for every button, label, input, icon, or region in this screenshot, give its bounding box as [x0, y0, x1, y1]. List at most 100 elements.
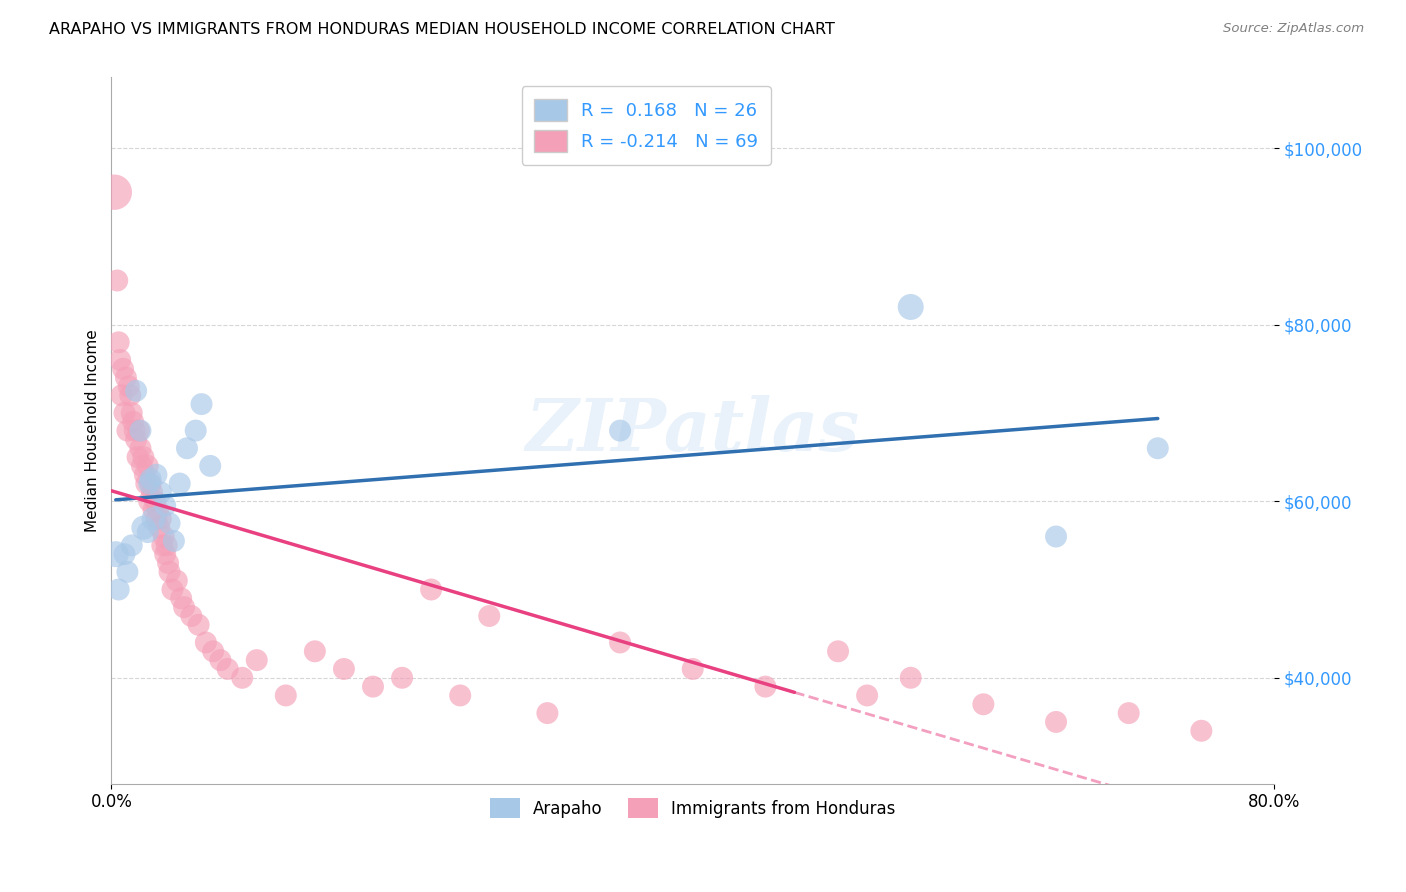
- Point: [246, 653, 269, 667]
- Point: [217, 662, 239, 676]
- Point: [157, 556, 180, 570]
- Point: [274, 689, 297, 703]
- Point: [159, 565, 181, 579]
- Point: [1118, 706, 1140, 720]
- Point: [141, 485, 163, 500]
- Point: [143, 494, 166, 508]
- Point: [129, 424, 152, 438]
- Text: ZIPatlas: ZIPatlas: [526, 395, 860, 467]
- Point: [209, 653, 232, 667]
- Point: [142, 512, 165, 526]
- Point: [1045, 714, 1067, 729]
- Point: [156, 538, 179, 552]
- Point: [104, 547, 127, 561]
- Point: [609, 424, 631, 438]
- Point: [184, 424, 207, 438]
- Point: [107, 582, 129, 597]
- Point: [115, 370, 138, 384]
- Text: ARAPAHO VS IMMIGRANTS FROM HONDURAS MEDIAN HOUSEHOLD INCOME CORRELATION CHART: ARAPAHO VS IMMIGRANTS FROM HONDURAS MEDI…: [49, 22, 835, 37]
- Point: [231, 671, 253, 685]
- Point: [1045, 529, 1067, 543]
- Point: [149, 512, 172, 526]
- Point: [127, 450, 149, 464]
- Point: [139, 472, 162, 486]
- Point: [117, 424, 139, 438]
- Point: [187, 617, 209, 632]
- Point: [117, 565, 139, 579]
- Point: [118, 379, 141, 393]
- Point: [146, 503, 169, 517]
- Point: [536, 706, 558, 720]
- Point: [972, 698, 994, 712]
- Point: [153, 499, 176, 513]
- Point: [449, 689, 471, 703]
- Point: [132, 450, 155, 464]
- Point: [391, 671, 413, 685]
- Point: [112, 361, 135, 376]
- Point: [1189, 723, 1212, 738]
- Point: [114, 406, 136, 420]
- Point: [153, 547, 176, 561]
- Y-axis label: Median Household Income: Median Household Income: [86, 329, 100, 532]
- Point: [142, 503, 165, 517]
- Point: [145, 512, 167, 526]
- Point: [121, 406, 143, 420]
- Point: [138, 494, 160, 508]
- Point: [122, 415, 145, 429]
- Point: [152, 529, 174, 543]
- Point: [131, 458, 153, 473]
- Point: [108, 353, 131, 368]
- Point: [114, 547, 136, 561]
- Point: [173, 600, 195, 615]
- Point: [754, 680, 776, 694]
- Point: [420, 582, 443, 597]
- Point: [190, 397, 212, 411]
- Legend: Arapaho, Immigrants from Honduras: Arapaho, Immigrants from Honduras: [484, 791, 903, 825]
- Point: [180, 609, 202, 624]
- Point: [170, 591, 193, 606]
- Point: [1146, 442, 1168, 456]
- Point: [478, 609, 501, 624]
- Point: [128, 424, 150, 438]
- Point: [145, 467, 167, 482]
- Point: [149, 485, 172, 500]
- Point: [194, 635, 217, 649]
- Point: [176, 442, 198, 456]
- Point: [148, 521, 170, 535]
- Point: [125, 433, 148, 447]
- Point: [138, 476, 160, 491]
- Point: [134, 467, 156, 482]
- Point: [124, 424, 146, 438]
- Point: [136, 458, 159, 473]
- Point: [129, 442, 152, 456]
- Point: [304, 644, 326, 658]
- Point: [121, 538, 143, 552]
- Point: [110, 388, 132, 402]
- Point: [159, 516, 181, 531]
- Point: [125, 384, 148, 398]
- Point: [162, 582, 184, 597]
- Point: [150, 538, 173, 552]
- Point: [900, 671, 922, 685]
- Point: [120, 388, 142, 402]
- Point: [105, 273, 128, 287]
- Point: [609, 635, 631, 649]
- Point: [900, 300, 922, 314]
- Point: [200, 458, 222, 473]
- Point: [132, 521, 155, 535]
- Point: [166, 574, 188, 588]
- Point: [135, 476, 157, 491]
- Point: [361, 680, 384, 694]
- Point: [827, 644, 849, 658]
- Point: [139, 476, 162, 491]
- Point: [163, 533, 186, 548]
- Point: [682, 662, 704, 676]
- Point: [856, 689, 879, 703]
- Point: [202, 644, 225, 658]
- Text: Source: ZipAtlas.com: Source: ZipAtlas.com: [1223, 22, 1364, 36]
- Point: [333, 662, 356, 676]
- Point: [107, 335, 129, 350]
- Point: [136, 525, 159, 540]
- Point: [169, 476, 191, 491]
- Point: [103, 185, 125, 199]
